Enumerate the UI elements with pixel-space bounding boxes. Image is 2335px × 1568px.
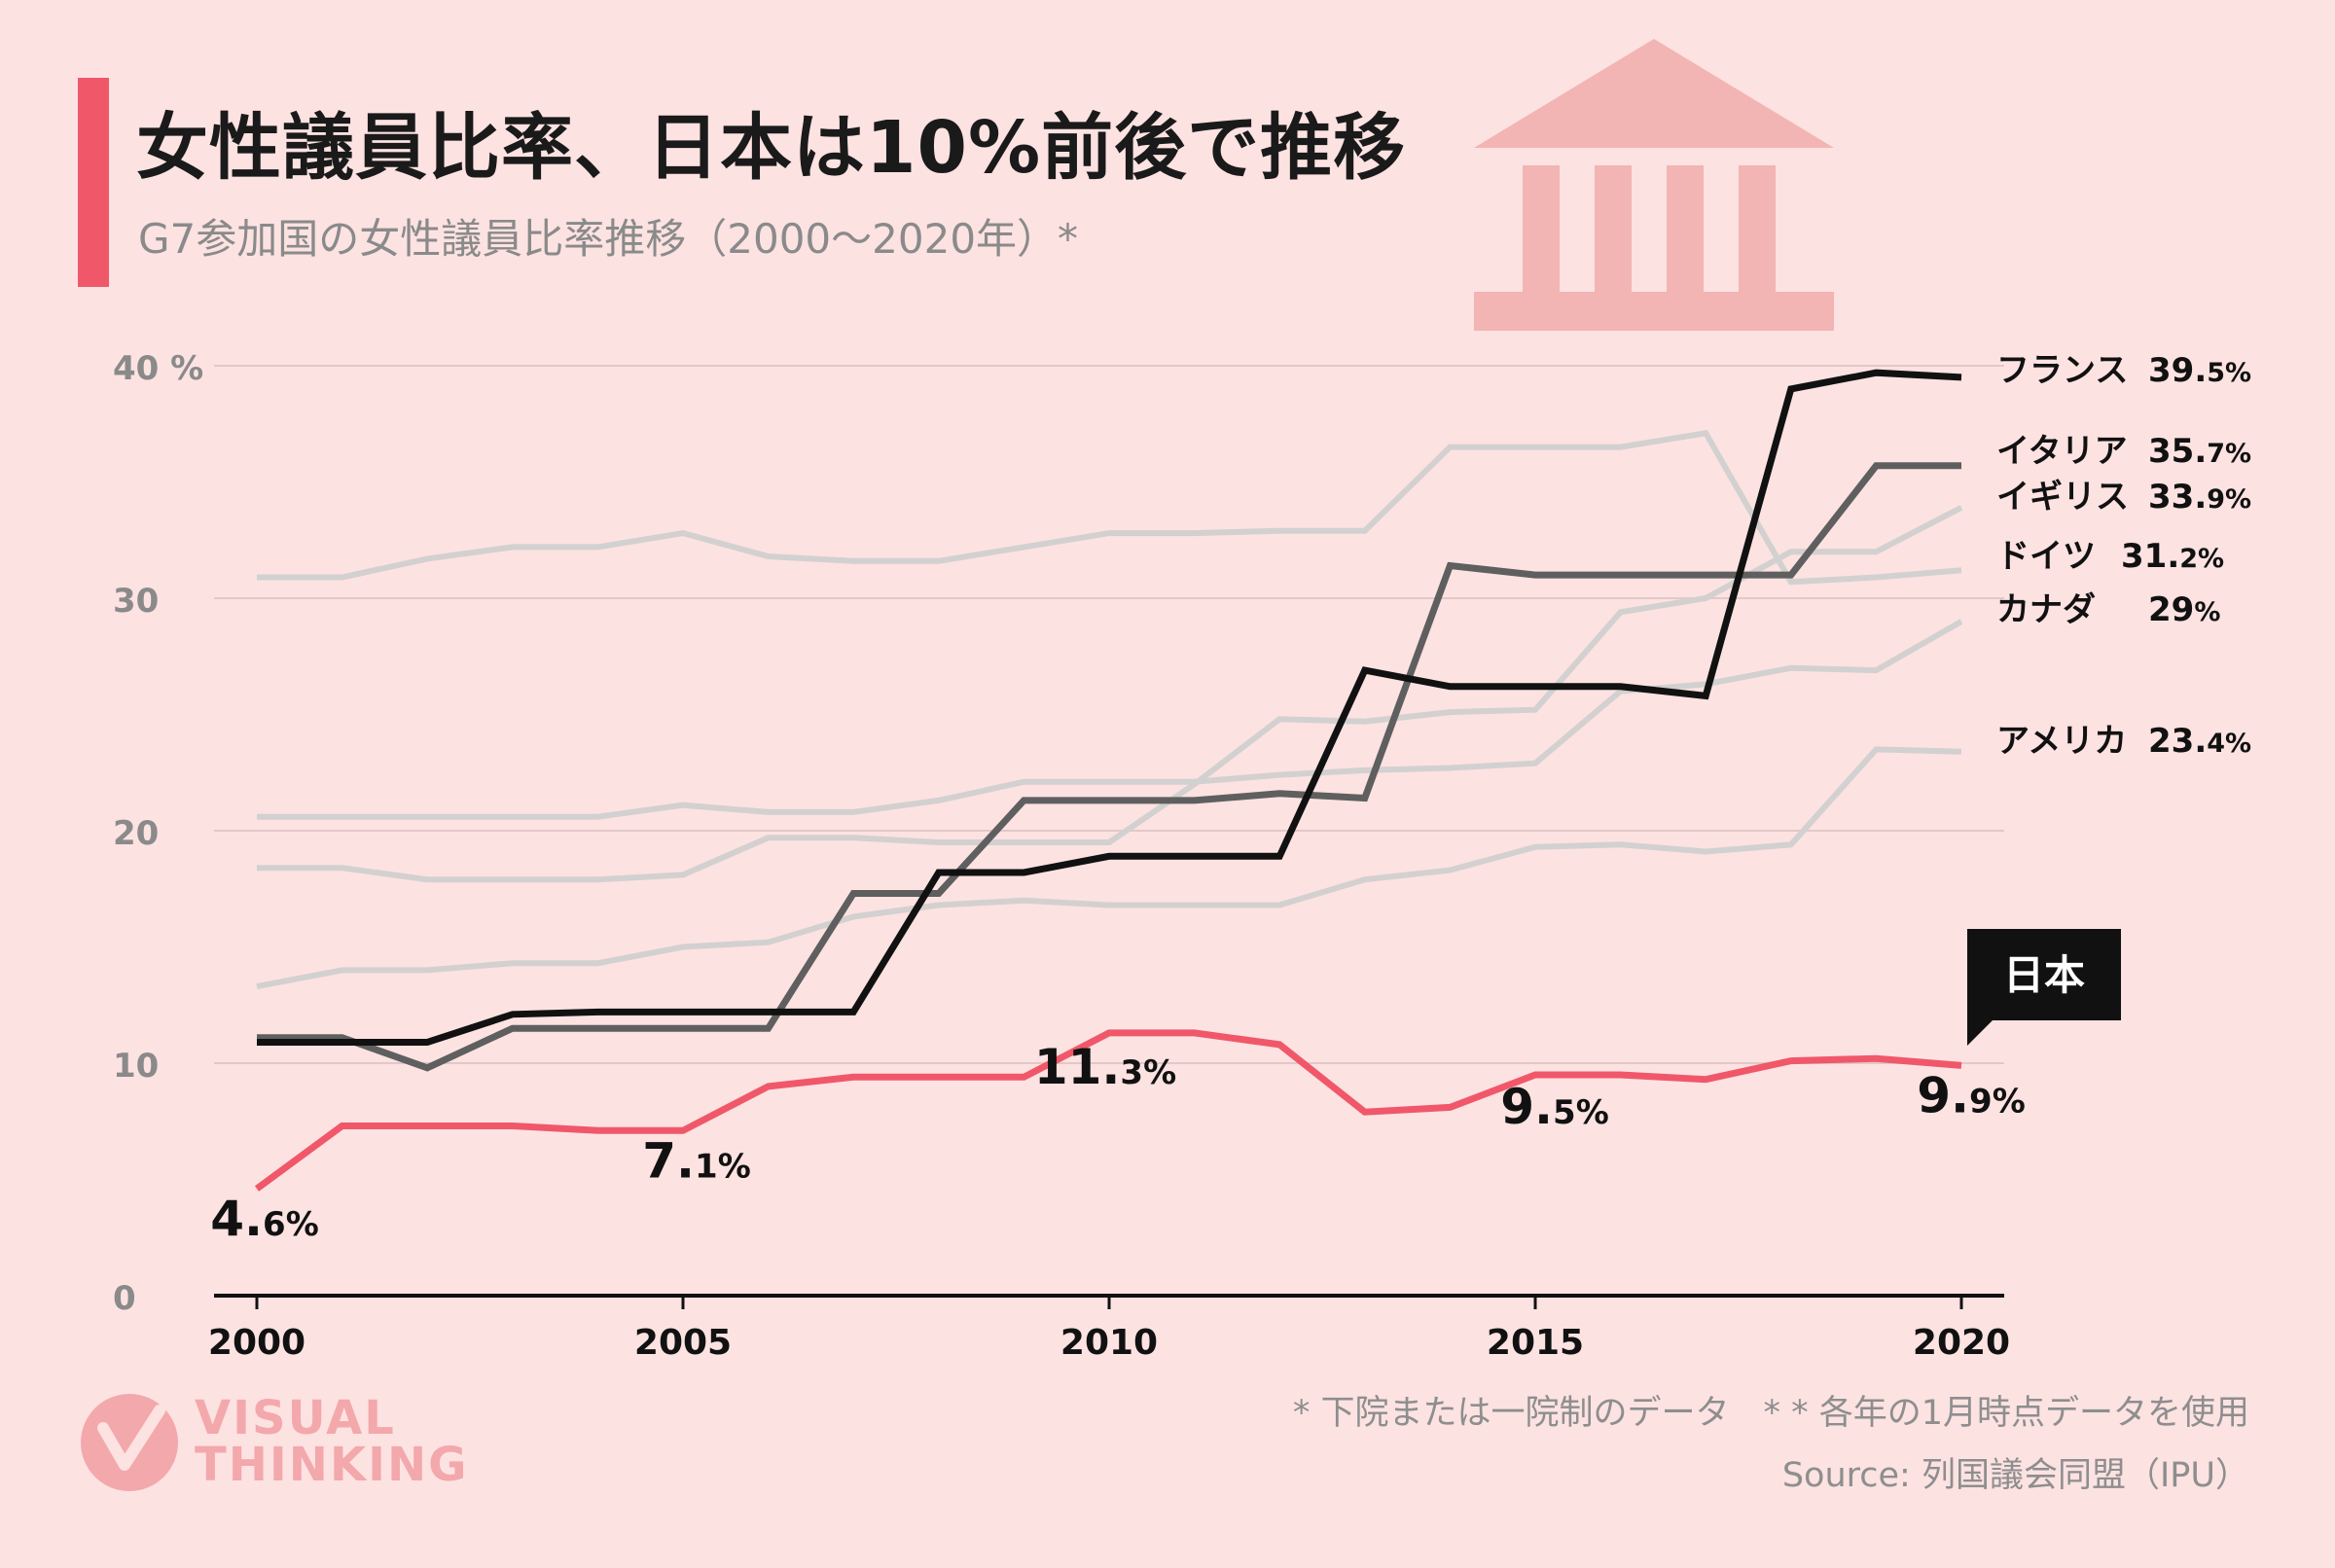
y-tick-label: 0: [113, 1279, 136, 1318]
logo-line-2: THINKING: [195, 1438, 469, 1492]
legend-value-label-minor: 4%: [2207, 729, 2251, 759]
visual-thinking-logo-icon: [81, 1394, 178, 1491]
japan-value-label-minor: 5%: [1553, 1093, 1609, 1132]
japan-value-label-major: 9.: [1917, 1067, 1969, 1123]
legend-value-label-major: 31.: [2121, 537, 2179, 576]
series-line-other: [256, 746, 1962, 990]
japan-value-label-major: 4.: [210, 1191, 263, 1247]
legend-value-label-major: 35.: [2148, 432, 2207, 471]
japan-value-label: 9.5%: [1500, 1079, 1609, 1135]
legend-value-label: 23.4%: [2148, 722, 2251, 761]
footnote-text: * 下院または一院制のデータ * * 各年の1月時点データを使用: [1292, 1394, 2249, 1433]
legend-value-label: 29%: [2148, 590, 2220, 629]
legend-value-label-major: 39.: [2148, 351, 2207, 390]
legend-country-label: フランス: [1996, 351, 2128, 390]
japan-value-label-minor: 9%: [1969, 1082, 2026, 1121]
japan-callout-pointer: [1967, 1020, 1993, 1046]
japan-value-label-minor: 3%: [1120, 1053, 1176, 1092]
y-tick-label: 20: [113, 814, 159, 853]
parliament-building-icon: [1474, 39, 1834, 331]
logo-line-1: VISUAL: [195, 1391, 396, 1445]
series-line-france: [257, 369, 1962, 1046]
title-accent-bar: [78, 78, 109, 287]
x-tick-label: 2000: [208, 1323, 305, 1363]
x-tick-label: 2010: [1060, 1323, 1158, 1363]
legend-value-label-minor: 7%: [2207, 439, 2251, 469]
series-line-italy: [257, 462, 1961, 1072]
chart-title: 女性議員比率、日本は10%前後で推移: [136, 106, 1407, 190]
legend-value-label-major: 33.: [2148, 478, 2207, 517]
legend-country-label: ドイツ: [1996, 537, 2096, 576]
legend-country-label: カナダ: [1996, 590, 2096, 629]
x-tick-label: 2020: [1913, 1323, 2010, 1363]
japan-callout-box: [1967, 929, 2121, 1020]
japan-value-label: 7.1%: [642, 1132, 751, 1189]
legend-value-label-minor: %: [2194, 597, 2220, 627]
legend-value-label: 39.5%: [2148, 351, 2251, 390]
legend-value-label-minor: 2%: [2179, 544, 2224, 574]
legend-country-label: イタリア: [1996, 432, 2128, 471]
japan-value-label-major: 9.: [1500, 1079, 1553, 1135]
legend-value-label: 31.2%: [2121, 537, 2224, 576]
y-tick-label: 40 %: [113, 349, 203, 388]
legend-value-label: 33.9%: [2148, 478, 2251, 517]
legend-value-label-minor: 9%: [2207, 484, 2251, 515]
y-tick-label: 10: [113, 1047, 159, 1086]
series-line-japan: [254, 1029, 1962, 1192]
legend-value-label: 35.7%: [2148, 432, 2251, 471]
legend-country-label: イギリス: [1996, 478, 2129, 517]
series-line-other: [257, 619, 1963, 820]
logo-wordmark: VISUAL THINKING: [195, 1395, 469, 1488]
series-line-other: [257, 505, 1963, 883]
x-tick-label: 2015: [1487, 1323, 1584, 1363]
y-tick-label: 30: [113, 582, 159, 621]
japan-callout-label: 日本: [2003, 951, 2085, 999]
japan-value-label: 9.9%: [1917, 1067, 2026, 1123]
legend-value-label-major: 29: [2148, 590, 2194, 629]
legend-country-label: アメリカ: [1996, 722, 2127, 761]
japan-value-label-major: 11.: [1034, 1039, 1121, 1095]
japan-value-label: 4.6%: [210, 1191, 319, 1247]
japan-value-label: 11.3%: [1034, 1039, 1176, 1095]
series-line-other: [257, 430, 1962, 586]
legend-value-label-major: 23.: [2148, 722, 2207, 761]
japan-value-label-major: 7.: [642, 1132, 695, 1189]
x-tick-label: 2005: [634, 1323, 732, 1363]
japan-value-label-minor: 1%: [695, 1147, 751, 1186]
chart-subtitle: G7参加国の女性議員比率推移（2000〜2020年）*: [138, 215, 1079, 263]
legend-value-label-minor: 5%: [2207, 358, 2251, 388]
source-text: Source: 列国議会同盟（IPU）: [1781, 1456, 2249, 1495]
japan-value-label-minor: 6%: [263, 1205, 319, 1244]
